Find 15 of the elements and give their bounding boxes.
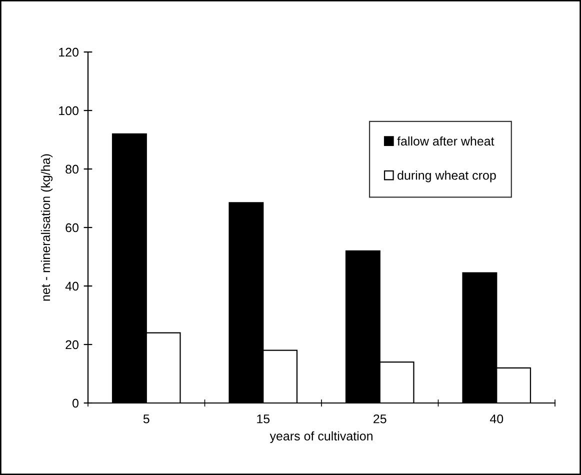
y-tick-label: 20 bbox=[66, 340, 78, 350]
x-axis-title: years of cultivation bbox=[270, 431, 372, 443]
x-tick-label: 15 bbox=[257, 414, 270, 424]
y-tick-label: 100 bbox=[59, 106, 78, 116]
x-tick-label: 25 bbox=[374, 414, 386, 424]
y-tick-label: 60 bbox=[66, 223, 78, 232]
y-tick-label: 80 bbox=[66, 164, 78, 174]
x-tick-label: 40 bbox=[490, 414, 504, 424]
x-tick-label: 5 bbox=[143, 414, 150, 424]
y-tick-label: 40 bbox=[65, 282, 78, 291]
y-tick-label: 0 bbox=[72, 398, 78, 408]
legend-label: during wheat crop bbox=[398, 170, 496, 182]
legend-label: fallow after wheat bbox=[397, 136, 494, 146]
y-axis-title: net - mineralisation (kg/ha) bbox=[40, 154, 53, 301]
y-tick-label: 120 bbox=[59, 48, 78, 57]
